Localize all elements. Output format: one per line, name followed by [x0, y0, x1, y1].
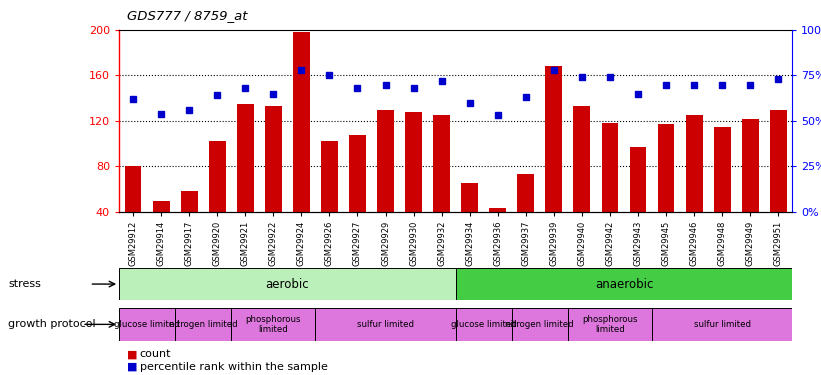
Bar [742, 118, 759, 257]
Bar [181, 191, 198, 257]
Text: ■: ■ [127, 350, 138, 359]
Bar [293, 32, 310, 257]
Text: glucose limited: glucose limited [114, 320, 180, 329]
Text: nitrogen limited: nitrogen limited [169, 320, 237, 329]
Bar [175, 308, 232, 341]
Text: nitrogen limited: nitrogen limited [506, 320, 574, 329]
Text: phosphorous
limited: phosphorous limited [582, 315, 638, 334]
Text: growth protocol: growth protocol [8, 320, 96, 329]
Text: count: count [140, 350, 171, 359]
Text: GDS777 / 8759_at: GDS777 / 8759_at [127, 9, 248, 22]
Bar [461, 183, 478, 257]
Bar [456, 308, 511, 341]
Bar [602, 123, 618, 257]
Bar [119, 308, 175, 341]
Bar [232, 308, 315, 341]
Text: anaerobic: anaerobic [594, 278, 654, 291]
Bar [652, 308, 792, 341]
Bar [433, 115, 450, 257]
Bar [209, 141, 226, 257]
Bar [315, 308, 456, 341]
Text: aerobic: aerobic [265, 278, 310, 291]
Bar [545, 66, 562, 257]
Bar [713, 127, 731, 257]
Bar [119, 268, 456, 300]
Bar [406, 112, 422, 257]
Text: phosphorous
limited: phosphorous limited [245, 315, 301, 334]
Bar [517, 174, 534, 257]
Text: ■: ■ [127, 362, 138, 372]
Bar [574, 106, 590, 257]
Bar [321, 141, 338, 257]
Bar [658, 124, 675, 257]
Bar [630, 147, 646, 257]
Bar [489, 209, 507, 257]
Bar [153, 201, 170, 257]
Bar [377, 110, 394, 257]
Bar [568, 308, 652, 341]
Text: sulfur limited: sulfur limited [357, 320, 414, 329]
Bar [349, 135, 366, 257]
Bar [770, 110, 787, 257]
Bar [686, 115, 703, 257]
Text: glucose limited: glucose limited [451, 320, 516, 329]
Bar [237, 104, 254, 257]
Bar [456, 268, 792, 300]
Text: percentile rank within the sample: percentile rank within the sample [140, 362, 328, 372]
Bar [265, 106, 282, 257]
Bar [125, 166, 141, 257]
Text: stress: stress [8, 279, 41, 289]
Text: sulfur limited: sulfur limited [694, 320, 750, 329]
Bar [511, 308, 568, 341]
